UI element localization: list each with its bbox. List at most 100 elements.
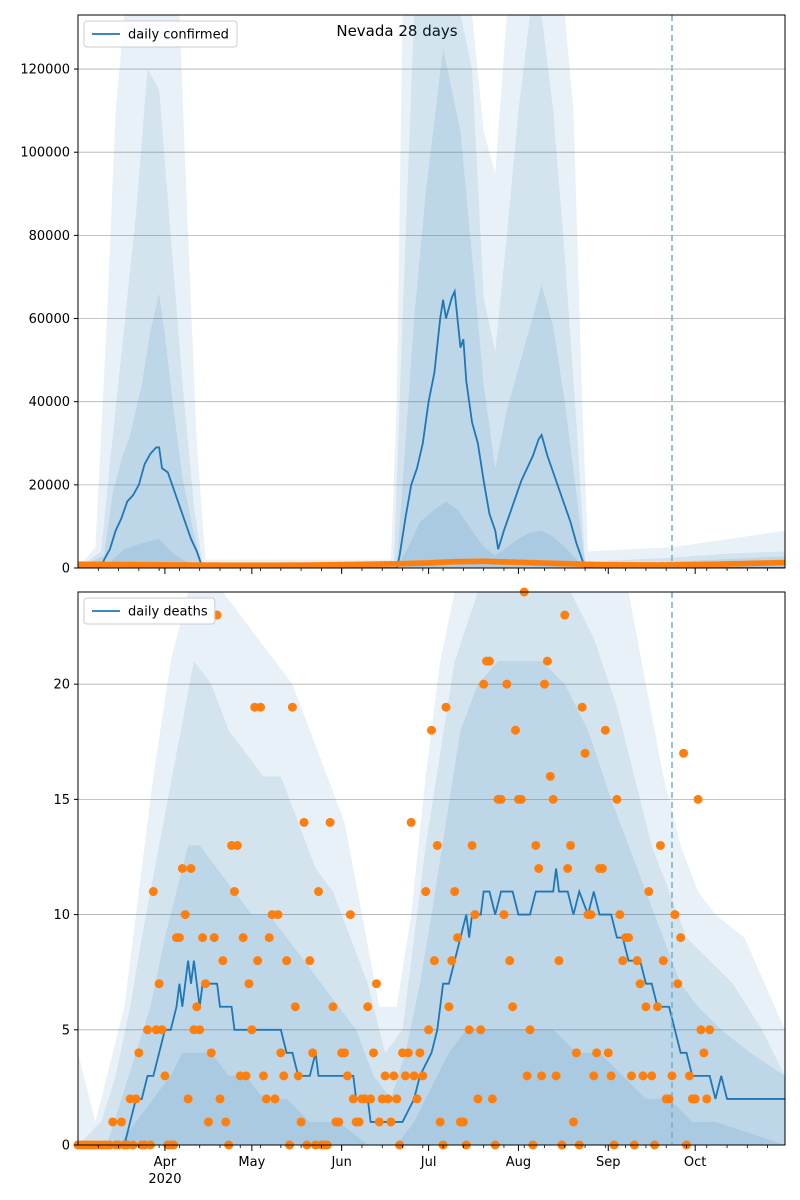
observed-point — [511, 725, 521, 735]
observed-point — [676, 933, 686, 943]
x-year-label: 2020 — [148, 1172, 181, 1187]
observed-point — [453, 933, 463, 943]
observed-point — [203, 1117, 213, 1127]
observed-point — [696, 1025, 706, 1035]
legend-label: daily confirmed — [128, 28, 229, 43]
observed-point — [548, 794, 558, 804]
observed-point — [183, 1094, 193, 1104]
observed-point — [192, 1002, 202, 1012]
observed-point — [258, 1071, 268, 1081]
observed-point — [450, 887, 460, 897]
observed-point — [612, 794, 622, 804]
legend-box — [83, 597, 216, 625]
y-tick-label: 60000 — [29, 312, 70, 327]
observed-point — [276, 1048, 286, 1058]
x-tick-label: Aug — [506, 1155, 531, 1170]
observed-point — [131, 1094, 141, 1104]
observed-point — [374, 1117, 384, 1127]
observed-point — [256, 702, 266, 712]
observed-point — [369, 1048, 379, 1058]
observed-point — [673, 979, 683, 989]
observed-point — [380, 1071, 390, 1081]
chart-title: Nevada 28 days — [336, 22, 457, 40]
observed-point — [253, 956, 263, 966]
deaths-panel: 0 5 10 15 20 Apr May Jun Jul Aug Sep Oct 2020 daily d… — [53, 587, 786, 1187]
observed-point — [334, 1117, 344, 1127]
observed-point — [279, 1071, 289, 1081]
observed-point — [545, 771, 555, 781]
observed-point — [287, 702, 297, 712]
y-tick-label: 80000 — [29, 229, 70, 244]
x-tick-label: Jul — [420, 1155, 437, 1170]
observed-point — [354, 1117, 364, 1127]
observed-point — [655, 840, 665, 850]
observed-point — [560, 610, 570, 620]
axes-frame — [77, 14, 786, 569]
observed-point — [421, 887, 431, 897]
observed-point — [635, 979, 645, 989]
observed-point — [496, 794, 506, 804]
legend-box — [83, 20, 238, 48]
observed-point — [487, 1094, 497, 1104]
observed-point — [435, 1117, 445, 1127]
observed-point — [241, 1071, 251, 1081]
observed-point — [699, 1048, 709, 1058]
observed-point — [542, 656, 552, 666]
observed-point — [600, 725, 610, 735]
observed-point — [308, 1048, 318, 1058]
observed-point — [702, 1094, 712, 1104]
observed-point — [644, 887, 654, 897]
y-tick-label: 40000 — [29, 395, 70, 410]
observed-point — [586, 910, 596, 920]
observed-point — [705, 1025, 715, 1035]
observed-point — [537, 1071, 547, 1081]
observed-point — [508, 1002, 518, 1012]
observed-point — [392, 1094, 402, 1104]
x-tick-label: Sep — [596, 1155, 621, 1170]
observed-point — [328, 1002, 338, 1012]
observed-point — [563, 864, 573, 873]
observed-point — [325, 817, 335, 827]
observed-point — [638, 1071, 648, 1081]
observed-point — [632, 956, 642, 966]
observed-point — [554, 956, 564, 966]
observed-point — [580, 748, 590, 758]
observed-point — [589, 1071, 599, 1081]
observed-point — [467, 840, 477, 850]
observed-point — [154, 979, 164, 989]
observed-point — [198, 933, 208, 943]
y-tick-label: 0 — [62, 562, 70, 577]
uncertainty-band-mid — [78, 15, 785, 568]
observed-point — [641, 1002, 651, 1012]
observed-point — [418, 1071, 428, 1081]
observed-point — [116, 1117, 126, 1127]
observed-point — [427, 725, 436, 735]
observed-point — [540, 679, 550, 689]
observed-point — [340, 1048, 350, 1058]
observed-point — [313, 887, 323, 897]
observed-point — [693, 794, 703, 804]
observed-point — [218, 956, 228, 966]
observed-point — [296, 1117, 306, 1127]
observed-point — [345, 910, 355, 920]
x-tick-label: Oct — [684, 1155, 706, 1170]
y-tick-label: 100000 — [20, 146, 70, 161]
observed-point — [174, 933, 184, 943]
observed-point — [531, 840, 541, 850]
observed-point — [476, 1025, 486, 1035]
observed-point — [684, 1071, 694, 1081]
observed-point — [143, 1025, 153, 1035]
observed-point — [458, 1117, 468, 1127]
observed-point — [264, 933, 274, 943]
observed-point — [470, 910, 480, 920]
observed-point — [400, 1071, 410, 1081]
observed-point — [551, 1071, 561, 1081]
observed-point — [195, 1025, 205, 1035]
observed-point — [667, 1071, 677, 1081]
observed-point — [782, 559, 785, 566]
observed-point — [282, 956, 292, 966]
observed-point — [670, 910, 680, 920]
observed-point — [348, 1094, 358, 1104]
series-line — [78, 288, 785, 568]
